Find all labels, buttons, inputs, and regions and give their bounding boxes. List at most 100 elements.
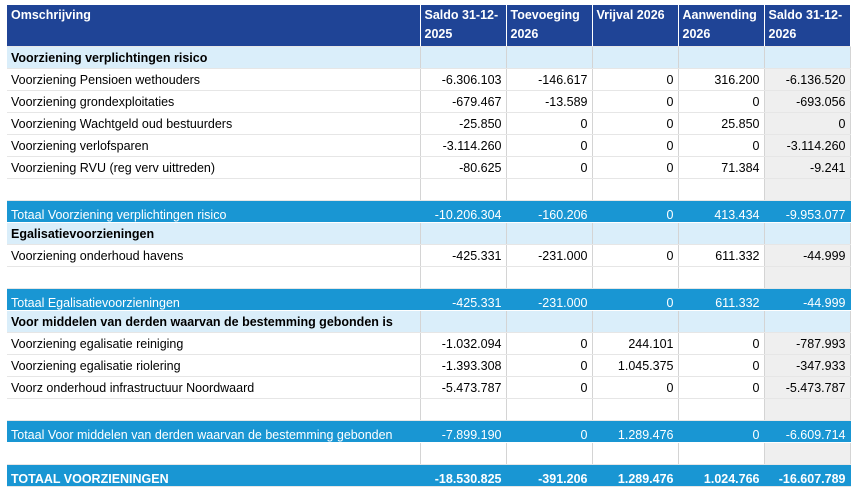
empty-cell — [764, 46, 851, 69]
value-cell: 611.332 — [678, 244, 765, 267]
value-cell: 0 — [764, 112, 851, 135]
column-header: Toevoeging 2026 — [506, 5, 593, 47]
value-cell: -5.473.787 — [764, 376, 851, 399]
empty-cell — [7, 266, 421, 289]
column-header: Vrijval 2026 — [592, 5, 679, 47]
data-row: Voorz onderhoud infrastructuur Noordwaar… — [7, 376, 851, 399]
value-cell: -13.589 — [506, 90, 593, 113]
empty-cell — [506, 442, 593, 465]
label-cell: Totaal Egalisatievoorzieningen — [7, 288, 421, 311]
value-cell: -6.306.103 — [420, 68, 507, 91]
value-cell: 0 — [678, 420, 765, 443]
empty-cell — [592, 178, 679, 201]
label-cell: TOTAAL VOORZIENINGEN — [7, 464, 421, 487]
empty-cell — [506, 46, 593, 69]
value-cell: 0 — [592, 68, 679, 91]
empty-cell — [592, 398, 679, 421]
value-cell: 244.101 — [592, 332, 679, 355]
value-cell: 0 — [592, 134, 679, 157]
empty-cell — [764, 266, 851, 289]
value-cell: -231.000 — [506, 288, 593, 311]
spacer-row — [7, 442, 851, 465]
empty-cell — [764, 442, 851, 465]
value-cell: -160.206 — [506, 200, 593, 223]
value-cell: 0 — [678, 332, 765, 355]
empty-cell — [420, 222, 507, 245]
empty-cell — [506, 178, 593, 201]
empty-cell — [420, 46, 507, 69]
value-cell: -18.530.825 — [420, 464, 507, 487]
label-cell: Voorziening egalisatie reiniging — [7, 332, 421, 355]
empty-cell — [592, 46, 679, 69]
value-cell: -347.933 — [764, 354, 851, 377]
value-cell: 1.289.476 — [592, 464, 679, 487]
empty-cell — [592, 222, 679, 245]
value-cell: 0 — [592, 156, 679, 179]
value-cell: 0 — [506, 112, 593, 135]
value-cell: 0 — [678, 134, 765, 157]
empty-cell — [678, 222, 765, 245]
section-row: Egalisatievoorzieningen — [7, 222, 851, 245]
grand-total-row: TOTAAL VOORZIENINGEN -18.530.825 -391.206 1… — [7, 464, 851, 487]
empty-cell — [592, 310, 679, 333]
empty-cell — [420, 178, 507, 201]
section-title: Voor middelen van derden waarvan de best… — [7, 310, 421, 333]
label-cell: Totaal Voorziening verplichtingen risico — [7, 200, 421, 223]
value-cell: 1.289.476 — [592, 420, 679, 443]
empty-cell — [678, 310, 765, 333]
value-cell: -6.609.714 — [764, 420, 851, 443]
value-cell: 0 — [506, 354, 593, 377]
value-cell: 0 — [506, 420, 593, 443]
value-cell: 316.200 — [678, 68, 765, 91]
data-row: Voorziening egalisatie reiniging -1.032.0… — [7, 332, 851, 355]
column-header: Saldo 31-12-2025 — [420, 5, 507, 47]
empty-cell — [506, 266, 593, 289]
value-cell: -679.467 — [420, 90, 507, 113]
value-cell: -425.331 — [420, 288, 507, 311]
label-cell: Voorziening Wachtgeld oud bestuurders — [7, 112, 421, 135]
value-cell: -7.899.190 — [420, 420, 507, 443]
empty-cell — [764, 398, 851, 421]
value-cell: 71.384 — [678, 156, 765, 179]
label-cell: Totaal Voor middelen van derden waarvan … — [7, 420, 421, 443]
value-cell: -25.850 — [420, 112, 507, 135]
empty-cell — [592, 266, 679, 289]
empty-cell — [592, 442, 679, 465]
column-header: Aanwending 2026 — [678, 5, 765, 47]
table-wrap: Omschrijving Saldo 31-12-2025 Toevoeging 2… — [7, 5, 851, 487]
empty-cell — [678, 46, 765, 69]
label-cell: Voorziening verlofsparen — [7, 134, 421, 157]
value-cell: 0 — [592, 288, 679, 311]
data-row: Voorziening egalisatie riolering -1.393.3… — [7, 354, 851, 377]
data-row: Voorziening RVU (reg verv uittreden) -80.… — [7, 156, 851, 179]
header-row: Omschrijving Saldo 31-12-2025 Toevoeging 2… — [7, 5, 851, 47]
label-cell: Voorziening Pensioen wethouders — [7, 68, 421, 91]
value-cell: -425.331 — [420, 244, 507, 267]
section-row: Voor middelen van derden waarvan de best… — [7, 310, 851, 333]
empty-cell — [764, 222, 851, 245]
empty-cell — [420, 442, 507, 465]
table-body: Voorziening verplichtingen risico Voorzie… — [7, 46, 851, 487]
label-cell: Voorz onderhoud infrastructuur Noordwaar… — [7, 376, 421, 399]
value-cell: -1.393.308 — [420, 354, 507, 377]
value-cell: 0 — [678, 376, 765, 399]
empty-cell — [420, 266, 507, 289]
total-row: Totaal Voor middelen van derden waarvan … — [7, 420, 851, 443]
value-cell: 0 — [678, 90, 765, 113]
provisions-table: Omschrijving Saldo 31-12-2025 Toevoeging 2… — [7, 5, 851, 487]
value-cell: 0 — [506, 332, 593, 355]
value-cell: 0 — [506, 134, 593, 157]
value-cell: -1.032.094 — [420, 332, 507, 355]
empty-cell — [678, 398, 765, 421]
value-cell: 0 — [678, 354, 765, 377]
value-cell: -10.206.304 — [420, 200, 507, 223]
empty-cell — [506, 310, 593, 333]
empty-cell — [506, 398, 593, 421]
value-cell: -5.473.787 — [420, 376, 507, 399]
value-cell: 1.045.375 — [592, 354, 679, 377]
spacer-row — [7, 178, 851, 201]
value-cell: -146.617 — [506, 68, 593, 91]
empty-cell — [678, 178, 765, 201]
empty-cell — [7, 442, 421, 465]
empty-cell — [764, 178, 851, 201]
